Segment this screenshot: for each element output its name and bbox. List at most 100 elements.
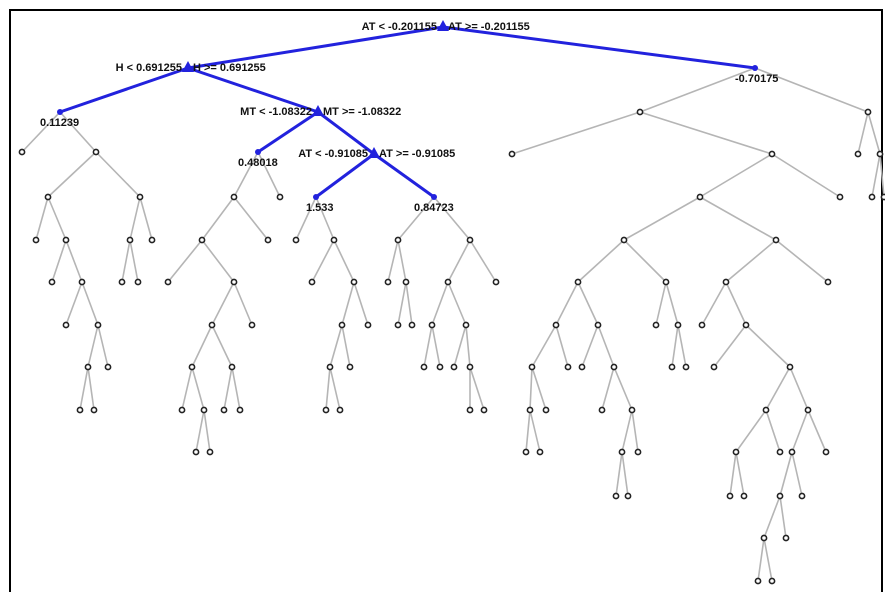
tree-node (428, 321, 436, 329)
split-node (312, 105, 324, 116)
tree-node (336, 406, 344, 414)
tree-edge (763, 495, 781, 539)
tree-edge (555, 281, 579, 326)
tree-edge (191, 324, 213, 368)
path-edge (187, 66, 319, 114)
tree-node (462, 321, 470, 329)
leaf-label: 0.11239 (40, 117, 79, 129)
path-edge (317, 110, 375, 156)
tree-edge (655, 281, 667, 326)
tree-edge (121, 239, 131, 283)
tree-edge (95, 151, 141, 198)
frame (9, 9, 883, 592)
tree-node (92, 148, 100, 156)
tree-edge (47, 196, 67, 241)
split-label: MT < -1.08322 (240, 106, 312, 118)
path-edge (257, 110, 319, 154)
tree-edge (713, 324, 747, 368)
tree-edge (191, 366, 205, 411)
tree-node (326, 363, 334, 371)
tree-edge (341, 281, 355, 326)
tree-node (880, 193, 885, 201)
tree-node (220, 406, 228, 414)
tree-edge (311, 239, 335, 283)
tree-edge (671, 324, 679, 368)
tree-node (552, 321, 560, 329)
tree-edge (87, 324, 99, 368)
tree-node (466, 363, 474, 371)
tree-node (188, 363, 196, 371)
tree-edge (195, 409, 205, 453)
tree-node (668, 363, 676, 371)
tree-edge (581, 324, 599, 368)
tree-node (466, 406, 474, 414)
path-edge (373, 152, 435, 199)
tree-edge (879, 153, 885, 198)
tree-edge (621, 451, 629, 497)
tree-edge (765, 366, 791, 411)
tree-edge (665, 281, 679, 326)
leaf-node (752, 65, 758, 71)
tree-edge (21, 111, 61, 153)
tree-node (768, 577, 776, 585)
tree-node (466, 236, 474, 244)
tree-node (740, 492, 748, 500)
tree-edge (529, 409, 541, 453)
tree-node (94, 321, 102, 329)
tree-node (206, 448, 214, 456)
split-label: MT >= -1.08322 (323, 106, 401, 118)
tree-node (508, 150, 516, 158)
tree-node (696, 193, 704, 201)
tree-edge (857, 111, 869, 155)
tree-node (662, 278, 670, 286)
tree-node (612, 492, 620, 500)
tree-edge (729, 451, 737, 497)
tree-node (526, 406, 534, 414)
tree-node (384, 278, 392, 286)
tree-node (528, 363, 536, 371)
tree-edge (555, 324, 569, 368)
tree-node (822, 448, 830, 456)
tree-node (598, 406, 606, 414)
tree-edge (167, 239, 203, 283)
tree-edge (469, 239, 497, 283)
tree-edge (341, 324, 351, 368)
tree-node (394, 236, 402, 244)
leaf-label: -0.70175 (735, 73, 778, 85)
tree-node (178, 406, 186, 414)
tree-node (636, 108, 644, 116)
tree-edge (81, 281, 99, 326)
tree-edge (231, 366, 241, 411)
tree-node (346, 363, 354, 371)
tree-node (594, 321, 602, 329)
tree-node (276, 193, 284, 201)
tree-node (402, 278, 410, 286)
tree-node (200, 406, 208, 414)
tree-node (76, 406, 84, 414)
path-edge (59, 66, 189, 114)
tree-edge (329, 366, 341, 411)
split-node (368, 147, 380, 158)
tree-node (864, 108, 872, 116)
tree-edge (315, 196, 335, 241)
leaf-label: 0.48018 (238, 157, 278, 169)
tree-node (84, 363, 92, 371)
tree-edge (757, 537, 765, 582)
tree-node (710, 363, 718, 371)
tree-node (192, 448, 200, 456)
tree-edge (233, 151, 259, 198)
split-label: AT >= -0.91085 (379, 148, 455, 160)
split-label: AT < -0.201155 (362, 21, 437, 33)
tree-edge (577, 239, 625, 283)
tree-edge (601, 366, 615, 411)
tree-node (522, 448, 530, 456)
tree-edge (525, 409, 531, 453)
tree-node (698, 321, 706, 329)
tree-edge (201, 239, 235, 283)
tree-edge (233, 196, 269, 241)
tree-edge (201, 196, 235, 241)
tree-edge (139, 196, 153, 241)
tree-edge (735, 451, 745, 497)
tree-node (578, 363, 586, 371)
